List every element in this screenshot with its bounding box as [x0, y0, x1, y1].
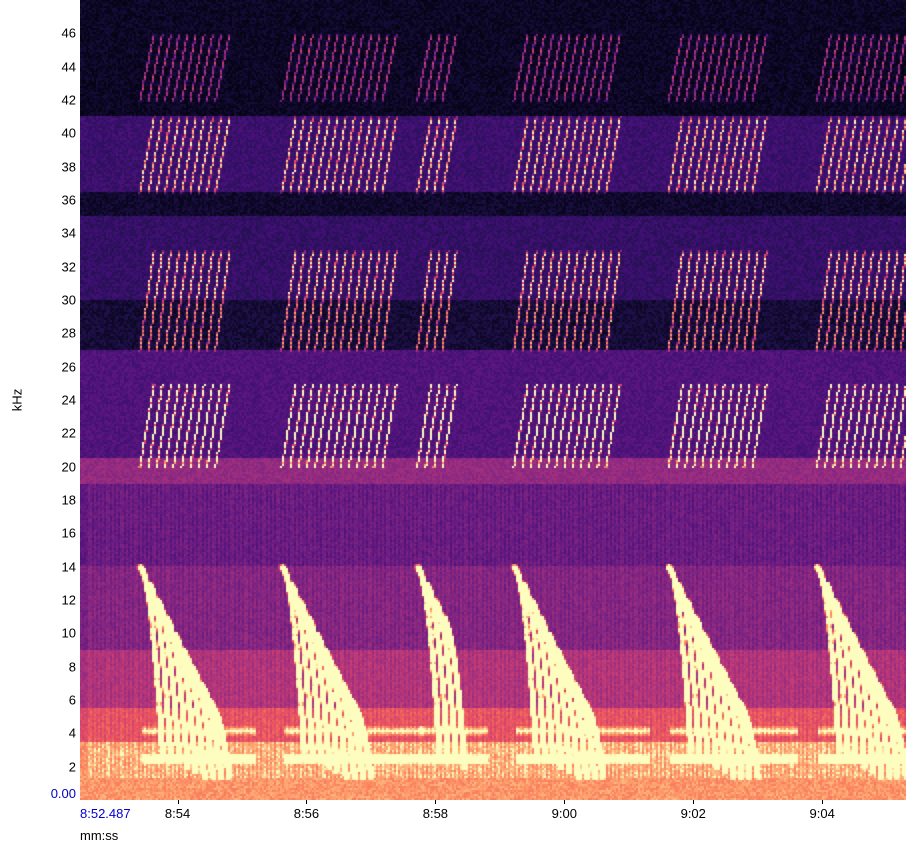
spectrogram-figure: kHz 0.00 2468101214161820222426283032343…: [0, 0, 906, 852]
x-axis-start-label: 8:52.487: [80, 806, 131, 821]
x-tick-label: 8:58: [423, 806, 448, 821]
y-tick-label: 8: [69, 659, 76, 674]
y-tick-label: 40: [62, 126, 76, 141]
x-tick-mark: [306, 800, 307, 804]
x-tick-label: 9:04: [810, 806, 835, 821]
y-tick-label: 2: [69, 759, 76, 774]
y-tick-label: 44: [62, 59, 76, 74]
y-tick-label: 28: [62, 326, 76, 341]
x-tick-label: 8:54: [165, 806, 190, 821]
x-tick-mark: [178, 800, 179, 804]
y-tick-label: 30: [62, 293, 76, 308]
y-tick-label: 18: [62, 493, 76, 508]
y-tick-label: 42: [62, 93, 76, 108]
x-tick-mark: [564, 800, 565, 804]
y-tick-label: 22: [62, 426, 76, 441]
x-axis-unit-label: mm:ss: [80, 828, 118, 843]
x-tick-label: 8:56: [294, 806, 319, 821]
spectrogram-heatmap: [80, 0, 906, 800]
y-tick-label: 14: [62, 559, 76, 574]
y-tick-label: 4: [69, 726, 76, 741]
y-tick-label: 32: [62, 259, 76, 274]
x-tick-label: 9:02: [681, 806, 706, 821]
x-axis: 8:52.487 mm:ss 8:54 8:56 8:58 9:00 9:02 9:04: [80, 800, 906, 852]
y-tick-label: 10: [62, 626, 76, 641]
y-tick-label: 12: [62, 593, 76, 608]
y-tick-label: 26: [62, 359, 76, 374]
x-tick-mark: [693, 800, 694, 804]
x-tick-label: 9:00: [552, 806, 577, 821]
y-tick-label: 16: [62, 526, 76, 541]
y-tick-label: 34: [62, 226, 76, 241]
x-tick-mark: [435, 800, 436, 804]
y-axis: kHz 0.00 2468101214161820222426283032343…: [0, 0, 80, 800]
y-tick-label: 24: [62, 393, 76, 408]
x-tick-mark: [822, 800, 823, 804]
y-tick-label: 38: [62, 159, 76, 174]
y-tick-label: 6: [69, 693, 76, 708]
y-tick-label: 46: [62, 26, 76, 41]
y-axis-label: kHz: [10, 389, 25, 411]
spectrogram-plot: [80, 0, 906, 800]
y-tick-label: 36: [62, 193, 76, 208]
y-axis-zero-label: 0.00: [51, 786, 76, 801]
y-tick-label: 20: [62, 459, 76, 474]
